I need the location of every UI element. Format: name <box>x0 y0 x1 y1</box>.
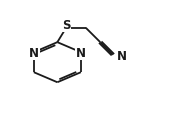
Text: N: N <box>29 46 39 59</box>
Text: N: N <box>116 50 126 63</box>
Text: N: N <box>76 46 86 59</box>
Text: S: S <box>62 19 70 32</box>
